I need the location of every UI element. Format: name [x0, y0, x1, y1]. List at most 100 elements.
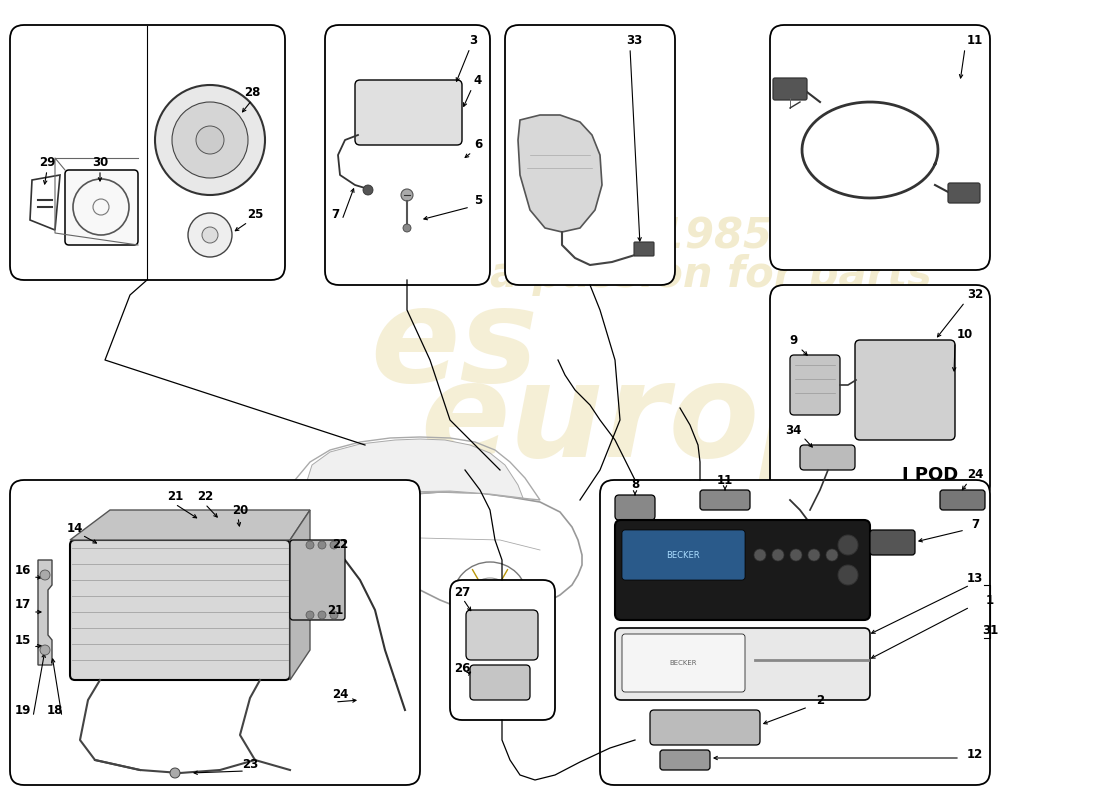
- Circle shape: [318, 611, 326, 619]
- Text: 12: 12: [967, 749, 983, 762]
- Text: 6: 6: [474, 138, 482, 151]
- Polygon shape: [300, 439, 522, 503]
- FancyBboxPatch shape: [70, 540, 290, 680]
- Circle shape: [170, 768, 180, 778]
- Text: 23: 23: [242, 758, 258, 771]
- Circle shape: [826, 549, 838, 561]
- FancyBboxPatch shape: [355, 80, 462, 145]
- Text: 1: 1: [986, 594, 994, 606]
- Text: 25: 25: [246, 209, 263, 222]
- Text: 20: 20: [232, 503, 249, 517]
- FancyBboxPatch shape: [770, 25, 990, 270]
- Circle shape: [306, 541, 313, 549]
- Text: 17: 17: [15, 598, 31, 611]
- Circle shape: [838, 535, 858, 555]
- FancyBboxPatch shape: [948, 183, 980, 203]
- Circle shape: [330, 541, 338, 549]
- Text: 21: 21: [327, 603, 343, 617]
- Circle shape: [202, 227, 218, 243]
- Polygon shape: [39, 560, 52, 665]
- Circle shape: [306, 611, 313, 619]
- FancyBboxPatch shape: [800, 445, 855, 470]
- FancyBboxPatch shape: [734, 529, 751, 551]
- Text: 28: 28: [244, 86, 261, 99]
- Text: 22: 22: [197, 490, 213, 503]
- FancyBboxPatch shape: [634, 242, 654, 256]
- Circle shape: [754, 549, 766, 561]
- Circle shape: [172, 102, 248, 178]
- Text: since 1985: since 1985: [520, 214, 772, 256]
- Text: 🔴: 🔴: [692, 535, 698, 545]
- FancyBboxPatch shape: [660, 750, 710, 770]
- FancyBboxPatch shape: [790, 355, 840, 415]
- Text: 21: 21: [167, 490, 183, 503]
- Text: 34: 34: [784, 423, 801, 437]
- Circle shape: [808, 549, 820, 561]
- Text: a passion for parts: a passion for parts: [490, 254, 932, 296]
- FancyBboxPatch shape: [324, 25, 490, 285]
- Text: 13: 13: [967, 571, 983, 585]
- FancyBboxPatch shape: [855, 340, 955, 440]
- Text: 26: 26: [454, 662, 470, 674]
- FancyBboxPatch shape: [600, 480, 990, 785]
- FancyBboxPatch shape: [615, 520, 870, 620]
- FancyBboxPatch shape: [621, 530, 745, 580]
- Circle shape: [363, 185, 373, 195]
- Text: 7: 7: [331, 209, 339, 222]
- Circle shape: [318, 541, 326, 549]
- Text: I POD: I POD: [902, 466, 958, 484]
- FancyBboxPatch shape: [615, 495, 654, 520]
- Circle shape: [155, 85, 265, 195]
- Circle shape: [402, 189, 412, 201]
- Text: 5: 5: [474, 194, 482, 206]
- Text: 11: 11: [967, 34, 983, 46]
- FancyBboxPatch shape: [65, 170, 138, 245]
- FancyBboxPatch shape: [639, 529, 656, 551]
- Text: 24: 24: [332, 689, 349, 702]
- Text: europ: europ: [420, 357, 854, 483]
- Polygon shape: [518, 115, 602, 232]
- Text: 9: 9: [789, 334, 797, 346]
- Text: 30: 30: [92, 155, 108, 169]
- Circle shape: [40, 645, 49, 655]
- Text: 19: 19: [14, 703, 31, 717]
- Circle shape: [790, 549, 802, 561]
- Text: 7: 7: [971, 518, 979, 531]
- Text: 16: 16: [14, 563, 31, 577]
- Circle shape: [838, 565, 858, 585]
- Circle shape: [188, 213, 232, 257]
- Text: 8: 8: [631, 478, 639, 491]
- Text: 31: 31: [982, 623, 998, 637]
- FancyBboxPatch shape: [290, 540, 345, 620]
- Text: 14: 14: [67, 522, 84, 534]
- FancyBboxPatch shape: [940, 490, 984, 510]
- FancyBboxPatch shape: [470, 665, 530, 700]
- Polygon shape: [290, 510, 310, 680]
- Text: 22: 22: [332, 538, 348, 551]
- Circle shape: [772, 549, 784, 561]
- Circle shape: [40, 570, 49, 580]
- Circle shape: [330, 611, 338, 619]
- FancyBboxPatch shape: [870, 530, 915, 555]
- FancyBboxPatch shape: [700, 490, 750, 510]
- FancyBboxPatch shape: [650, 710, 760, 745]
- Text: 24: 24: [967, 469, 983, 482]
- Text: 32: 32: [967, 289, 983, 302]
- Text: 29: 29: [39, 155, 55, 169]
- FancyBboxPatch shape: [621, 634, 745, 692]
- Text: BECKER: BECKER: [667, 550, 700, 559]
- Text: 11: 11: [717, 474, 733, 486]
- Text: 4: 4: [474, 74, 482, 86]
- Text: 18: 18: [47, 703, 63, 717]
- FancyBboxPatch shape: [615, 628, 870, 700]
- Text: es: es: [370, 282, 538, 409]
- FancyBboxPatch shape: [10, 25, 285, 280]
- FancyBboxPatch shape: [773, 78, 807, 100]
- Text: 2: 2: [816, 694, 824, 706]
- Text: 3: 3: [469, 34, 477, 46]
- Text: 27: 27: [454, 586, 470, 598]
- FancyBboxPatch shape: [770, 285, 990, 500]
- Circle shape: [196, 126, 224, 154]
- FancyBboxPatch shape: [466, 610, 538, 660]
- Polygon shape: [70, 510, 310, 540]
